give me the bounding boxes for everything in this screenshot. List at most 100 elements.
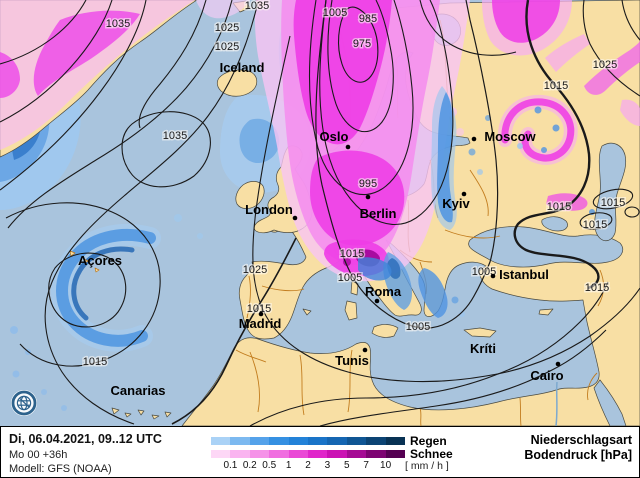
city-label: London [245, 202, 293, 217]
legend-tick: 5 [344, 460, 350, 471]
city-dot [292, 215, 298, 221]
weather-map-canvas: 1035 1035 1025 1025 1035 1005 985 975 1025 1015 99… [0, 0, 640, 426]
globe-logo-icon [11, 390, 37, 416]
isobar-label: 995 [359, 178, 377, 190]
color-scale-segment [327, 437, 347, 445]
color-scale-segment [269, 450, 289, 458]
isobar-labels: 1035 1035 1025 1025 1035 1005 985 975 1025 1015 99… [81, 0, 626, 370]
legend-tick: 0.5 [262, 460, 277, 471]
snow-areas [0, 0, 640, 282]
city-label: Canarias [111, 383, 166, 398]
color-scale-segment [288, 450, 309, 458]
color-scale-segment [308, 450, 328, 458]
city-label: Istanbul [499, 267, 549, 282]
city-dot [362, 347, 368, 353]
snow-label: Schnee [410, 447, 453, 461]
precip-type-title: Niederschlagsart [530, 433, 632, 447]
legend-tick: 7 [363, 460, 369, 471]
isobar-label: 1015 [601, 197, 625, 209]
red-sea [593, 379, 627, 426]
city-dot [461, 191, 467, 197]
city-labels: Iceland Oslo Moscow London Berlin Kyiv Açores I… [78, 60, 564, 398]
color-scale-segment [288, 437, 309, 445]
crete-island [463, 327, 497, 338]
isobar-label: 1015 [544, 80, 568, 92]
isobar-label: 1015 [340, 248, 364, 260]
rain-label: Regen [410, 434, 447, 448]
rain-color-scale [211, 437, 406, 445]
date-line: Di, 06.04.2021, 09..12 UTC [9, 432, 162, 446]
color-scale-segment [211, 450, 231, 458]
weather-map: 1035 1035 1025 1025 1035 1005 985 975 1025 1015 99… [0, 0, 640, 426]
color-scale-segment [327, 450, 347, 458]
city-label: Iceland [220, 60, 265, 75]
iceland-island [216, 69, 258, 97]
city-label: Cairo [530, 368, 563, 383]
isobar-label: 1015 [247, 303, 271, 315]
legend-tick: 0.2 [242, 460, 257, 471]
color-scale-segment [211, 437, 231, 445]
isobar-label: 1015 [583, 219, 607, 231]
color-scale-segment [366, 450, 386, 458]
isobar-label: 975 [353, 38, 371, 50]
inland-seas [429, 13, 627, 426]
isobar-label: 1025 [243, 264, 267, 276]
city-label: Roma [365, 284, 402, 299]
unit-label: [ mm / h ] [405, 460, 449, 472]
color-scale-segment [269, 437, 289, 445]
isobar-label: 1015 [585, 282, 609, 294]
isobar-label: 1035 [245, 0, 269, 12]
isobar-label: 1015 [547, 201, 571, 213]
color-scale-segment [230, 450, 250, 458]
rain-areas-europe [358, 86, 603, 318]
isobars [0, 0, 640, 426]
isobar-label: 1025 [215, 41, 239, 53]
isobar-label: 1035 [106, 18, 130, 30]
city-label: Madrid [239, 316, 282, 331]
isobar-label: 985 [359, 13, 377, 25]
legend-tick: 1 [285, 460, 292, 471]
legend-tick: 2 [305, 460, 311, 471]
legend-ticks: 0.1 0.2 0.5 1 2 3 5 7 10 [211, 460, 405, 472]
isobar-label: 1015 [83, 356, 107, 368]
legend-tick: 0.1 [223, 460, 238, 471]
city-dot [471, 136, 477, 142]
city-dot [555, 361, 561, 367]
isobar-label: 1005 [338, 272, 362, 284]
color-scale-segment [230, 437, 250, 445]
legend-tick: 10 [380, 460, 392, 471]
model-line: Modell: GFS (NOAA) [9, 463, 112, 475]
snow-color-scale [211, 450, 406, 458]
color-scale-segment [346, 450, 367, 458]
caspian-sea [594, 142, 627, 242]
city-label: Açores [78, 253, 122, 268]
color-scale-segment [249, 450, 270, 458]
isobar-label: 1005 [406, 321, 430, 333]
run-line: Mo 00 +36h [9, 449, 68, 461]
city-dot [490, 273, 496, 279]
city-label: Moscow [484, 129, 536, 144]
city-dot [365, 194, 371, 200]
color-scale-segment [385, 437, 406, 445]
color-scale-segment [249, 437, 270, 445]
city-label: Kríti [470, 341, 496, 356]
pressure-title: Bodendruck [hPa] [524, 448, 632, 462]
city-label: Kyiv [442, 196, 470, 211]
color-scale-segment [346, 437, 367, 445]
isobar-label: 1025 [215, 22, 239, 34]
city-label: Tunis [335, 353, 369, 368]
black-sea [468, 226, 623, 268]
isobar-label: 1005 [323, 7, 347, 19]
city-dot [345, 144, 351, 150]
isobar-label: 1035 [163, 130, 187, 142]
nile-river [555, 381, 558, 426]
city-label: Berlin [360, 206, 397, 221]
legend-tick: 3 [324, 460, 331, 471]
color-scale-segment [308, 437, 328, 445]
city-dot [258, 311, 264, 317]
city-label: Oslo [320, 129, 349, 144]
color-scale-segment [385, 450, 406, 458]
sea-of-azov [541, 216, 568, 232]
city-dot [374, 298, 380, 304]
